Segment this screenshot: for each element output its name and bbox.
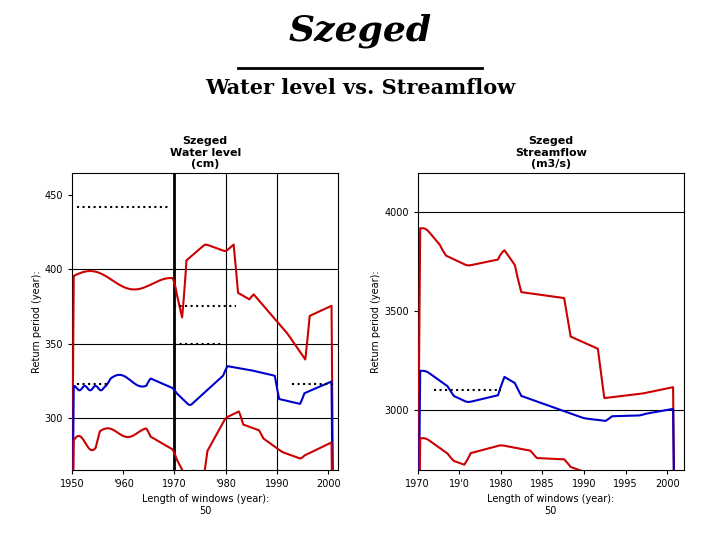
Y-axis label: Return period (year):: Return period (year): (32, 270, 42, 373)
X-axis label: Length of windows (year):
50: Length of windows (year): 50 (487, 495, 614, 516)
Text: Water level vs. Streamflow: Water level vs. Streamflow (205, 78, 515, 98)
Y-axis label: Return period (year):: Return period (year): (372, 270, 381, 373)
X-axis label: Length of windows (year):
50: Length of windows (year): 50 (142, 495, 269, 516)
Title: Szeged
Water level
(cm): Szeged Water level (cm) (170, 136, 240, 169)
Text: Szeged: Szeged (289, 14, 431, 48)
Title: Szeged
Streamflow
(m3/s): Szeged Streamflow (m3/s) (515, 136, 587, 169)
